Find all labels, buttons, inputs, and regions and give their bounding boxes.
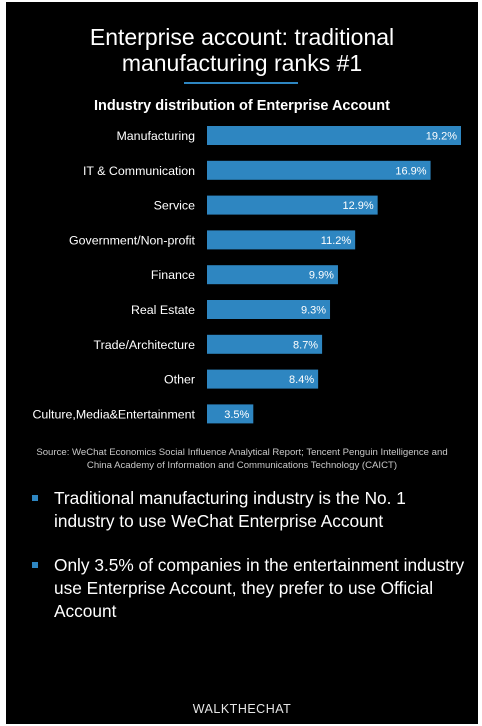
bar bbox=[207, 160, 431, 180]
data-label: 8.4% bbox=[289, 374, 314, 386]
bullet-text: Traditional manufacturing industry is th… bbox=[54, 488, 406, 531]
bullet-item: Traditional manufacturing industry is th… bbox=[28, 487, 468, 533]
bar bbox=[207, 195, 378, 215]
bullet-text: Only 3.5% of companies in the entertainm… bbox=[54, 555, 465, 621]
data-label: 3.5% bbox=[224, 409, 249, 421]
bar bbox=[207, 369, 319, 389]
bullet-square-icon bbox=[32, 562, 38, 568]
data-label: 12.9% bbox=[342, 200, 373, 212]
bullet-item: Only 3.5% of companies in the entertainm… bbox=[28, 554, 468, 623]
bar bbox=[207, 334, 323, 354]
data-label: 9.3% bbox=[301, 305, 326, 317]
bullet-list: Traditional manufacturing industry is th… bbox=[28, 487, 468, 644]
bar bbox=[207, 300, 331, 319]
title-underline bbox=[184, 82, 298, 84]
data-label: 19.2% bbox=[426, 131, 457, 143]
page-title: Enterprise account: traditional manufact… bbox=[6, 24, 478, 76]
data-label: 8.7% bbox=[293, 339, 318, 351]
bar bbox=[207, 404, 254, 424]
page-title-line-2: manufacturing ranks #1 bbox=[121, 50, 363, 76]
category-label: Culture,Media&Entertainment bbox=[32, 407, 195, 421]
bar bbox=[207, 230, 356, 250]
page-title-line-1: Enterprise account: traditional bbox=[89, 24, 395, 50]
bar-chart: Manufacturing 19.2% IT & Communication 16.9… bbox=[32, 126, 461, 424]
brand-logo: WALKTHECHAT bbox=[192, 702, 292, 716]
chart-title: Industry distribution of Enterprise Acco… bbox=[94, 98, 390, 114]
data-label: 11.2% bbox=[321, 235, 352, 247]
bar bbox=[207, 126, 461, 145]
source-note: Source: WeChat Economics Social Influenc… bbox=[6, 447, 478, 472]
bullet-square-icon bbox=[32, 495, 38, 501]
slide: Enterprise account: traditional manufact… bbox=[6, 2, 478, 724]
category-label: Government/Non-profit bbox=[69, 233, 196, 247]
data-label: 9.9% bbox=[309, 270, 334, 282]
category-label: Finance bbox=[151, 268, 195, 282]
source-line-2: China Academy of Information and Communi… bbox=[86, 459, 398, 471]
category-label: Trade/Architecture bbox=[94, 338, 196, 352]
data-label: 16.9% bbox=[395, 165, 426, 177]
category-label: Service bbox=[154, 199, 195, 213]
source-line-1: Source: WeChat Economics Social Influenc… bbox=[36, 447, 448, 458]
category-label: Other bbox=[164, 373, 195, 387]
category-label: Real Estate bbox=[131, 303, 195, 317]
category-label: IT & Communication bbox=[83, 164, 195, 178]
bar bbox=[207, 265, 338, 285]
category-label: Manufacturing bbox=[116, 129, 195, 143]
